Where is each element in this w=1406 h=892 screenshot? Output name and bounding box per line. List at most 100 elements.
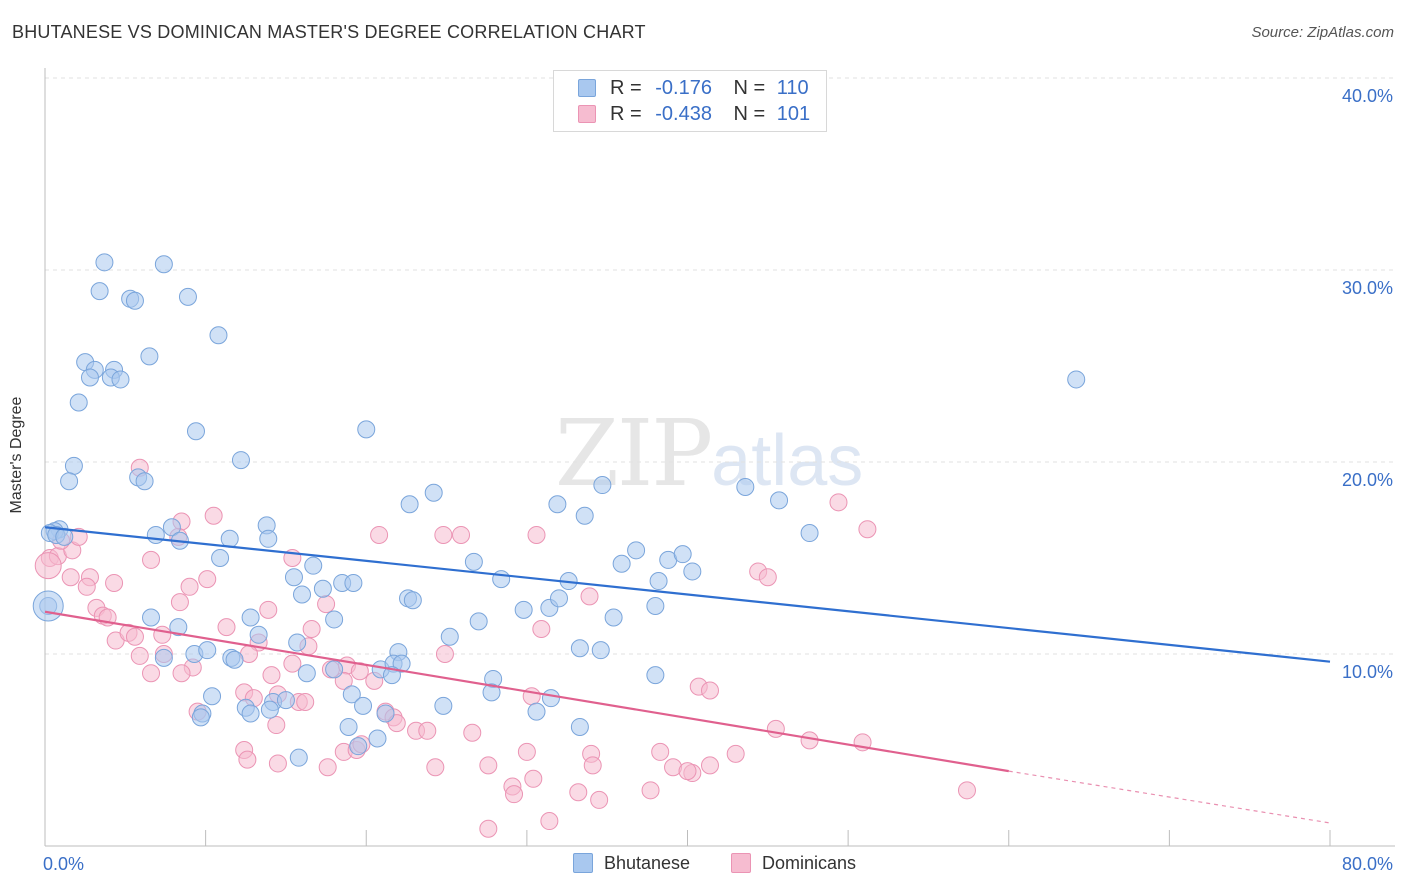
chart-title: BHUTANESE VS DOMINICAN MASTER'S DEGREE C… xyxy=(12,22,646,42)
point-dominicans-25 xyxy=(317,595,336,614)
point-bhutanese-47 xyxy=(673,545,692,564)
point-bhutanese-97 xyxy=(354,696,373,715)
point-bhutanese-21 xyxy=(135,472,154,491)
legend-swatch-dominicans xyxy=(578,105,596,123)
point-dominicans-95 xyxy=(569,783,588,802)
legend-n-label: N = xyxy=(733,77,766,99)
point-bhutanese-23 xyxy=(400,495,419,514)
point-dominicans-23 xyxy=(170,593,189,612)
point-bhutanese-102 xyxy=(570,717,589,736)
point-bhutanese-98 xyxy=(434,696,453,715)
point-dominicans-94 xyxy=(505,785,524,804)
legend-n-label: N = xyxy=(733,103,766,125)
point-bhutanese-56 xyxy=(293,585,311,604)
point-bhutanese-76 xyxy=(570,639,589,658)
point-bhutanese-11 xyxy=(80,368,99,387)
point-bhutanese-64 xyxy=(241,608,260,627)
x-tick-label-max: 80.0% xyxy=(1342,854,1393,874)
point-dominicans-91 xyxy=(524,769,543,788)
point-dominicans-41 xyxy=(130,646,149,665)
point-bhutanese-22 xyxy=(424,483,443,502)
point-dominicans-21 xyxy=(198,570,217,589)
point-dominicans-15 xyxy=(829,493,848,512)
point-dominicans-30 xyxy=(302,620,321,639)
trendline-dominicans xyxy=(44,610,1009,773)
point-bhutanese-77 xyxy=(591,641,610,660)
bottom-legend-swatch-bhutanese xyxy=(573,853,593,873)
point-dominicans-29 xyxy=(217,618,236,637)
y-tick-label-30: 30.0% xyxy=(1342,278,1393,298)
point-bhutanese-2 xyxy=(90,282,109,301)
point-bhutanese-48 xyxy=(683,562,702,581)
point-bhutanese-84 xyxy=(646,666,665,685)
point-dominicans-34 xyxy=(758,568,777,587)
point-dominicans-9 xyxy=(142,550,161,569)
point-dominicans-38 xyxy=(153,625,172,644)
point-bhutanese-109 xyxy=(1067,370,1086,389)
point-dominicans-19 xyxy=(105,573,124,592)
point-bhutanese-83 xyxy=(392,654,411,673)
point-dominicans-85 xyxy=(426,758,445,777)
point-dominicans-81 xyxy=(726,744,745,763)
point-bhutanese-24 xyxy=(548,495,567,514)
point-dominicans-82 xyxy=(238,750,257,769)
point-dominicans-61 xyxy=(296,693,315,711)
point-dominicans-71 xyxy=(766,719,785,738)
point-bhutanese-6 xyxy=(209,326,228,345)
bottom-legend-label-dominicans: Dominicans xyxy=(762,853,857,873)
point-bhutanese-43 xyxy=(464,552,483,571)
bottom-legend-label-bhutanese: Bhutanese xyxy=(604,853,691,873)
point-dominicans-17 xyxy=(61,568,80,587)
point-bhutanese-62 xyxy=(646,597,665,615)
y-tick-label-40: 40.0% xyxy=(1342,86,1393,106)
point-dominicans-22 xyxy=(77,577,96,596)
point-dominicans-31 xyxy=(532,620,551,639)
point-bhutanese-16 xyxy=(357,420,376,439)
point-bhutanese-99 xyxy=(376,704,395,723)
point-bhutanese-39 xyxy=(575,506,594,525)
point-bhutanese-89 xyxy=(276,691,295,710)
point-bhutanese-38 xyxy=(259,529,278,548)
point-dominicans-20 xyxy=(180,577,199,596)
point-dominicans-68 xyxy=(418,721,437,740)
point-dominicans-52 xyxy=(262,666,281,685)
point-dominicans-92 xyxy=(678,762,697,781)
legend-r-label: R = xyxy=(610,77,642,99)
point-bhutanese-53 xyxy=(492,570,511,589)
point-bhutanese-cluster xyxy=(32,590,64,622)
point-bhutanese-50 xyxy=(313,579,332,598)
point-bhutanese-87 xyxy=(203,687,222,706)
legend-n-value-bhutanese: 110 xyxy=(776,77,809,99)
point-bhutanese-68 xyxy=(169,618,188,637)
point-bhutanese-65 xyxy=(325,610,344,629)
point-bhutanese-5 xyxy=(178,287,197,306)
point-bhutanese-25 xyxy=(593,476,612,495)
point-bhutanese-69 xyxy=(249,625,268,644)
point-bhutanese-15 xyxy=(186,422,205,441)
point-dominicans-24 xyxy=(259,600,278,619)
point-dominicans-56 xyxy=(700,681,719,700)
y-tick-label-10: 10.0% xyxy=(1342,662,1393,682)
point-bhutanese-40 xyxy=(800,524,819,543)
point-dominicans-97 xyxy=(590,790,609,809)
point-dominicans-51 xyxy=(172,664,191,683)
point-dominicans-49 xyxy=(435,645,454,663)
point-bhutanese-44 xyxy=(612,554,631,573)
point-bhutanese-27 xyxy=(770,491,789,510)
point-dominicans-83 xyxy=(268,754,287,773)
point-dominicans-80 xyxy=(651,742,670,761)
source-credit: Source: ZipAtlas.com xyxy=(1251,24,1394,41)
point-bhutanese-90 xyxy=(342,685,361,704)
point-bhutanese-59 xyxy=(514,600,533,619)
point-bhutanese-18 xyxy=(64,456,83,475)
legend-r-label: R = xyxy=(610,103,642,125)
point-bhutanese-33 xyxy=(162,518,181,537)
point-bhutanese-49 xyxy=(284,568,303,587)
point-bhutanese-0 xyxy=(95,253,114,272)
point-dominicans-70 xyxy=(267,716,286,735)
point-bhutanese-92 xyxy=(541,689,560,708)
correlation-legend: R = -0.176 N = 110 R = -0.438 N = 101 xyxy=(553,70,827,132)
point-bhutanese-78 xyxy=(154,648,173,667)
point-bhutanese-41 xyxy=(211,549,230,567)
point-bhutanese-52 xyxy=(344,573,363,592)
